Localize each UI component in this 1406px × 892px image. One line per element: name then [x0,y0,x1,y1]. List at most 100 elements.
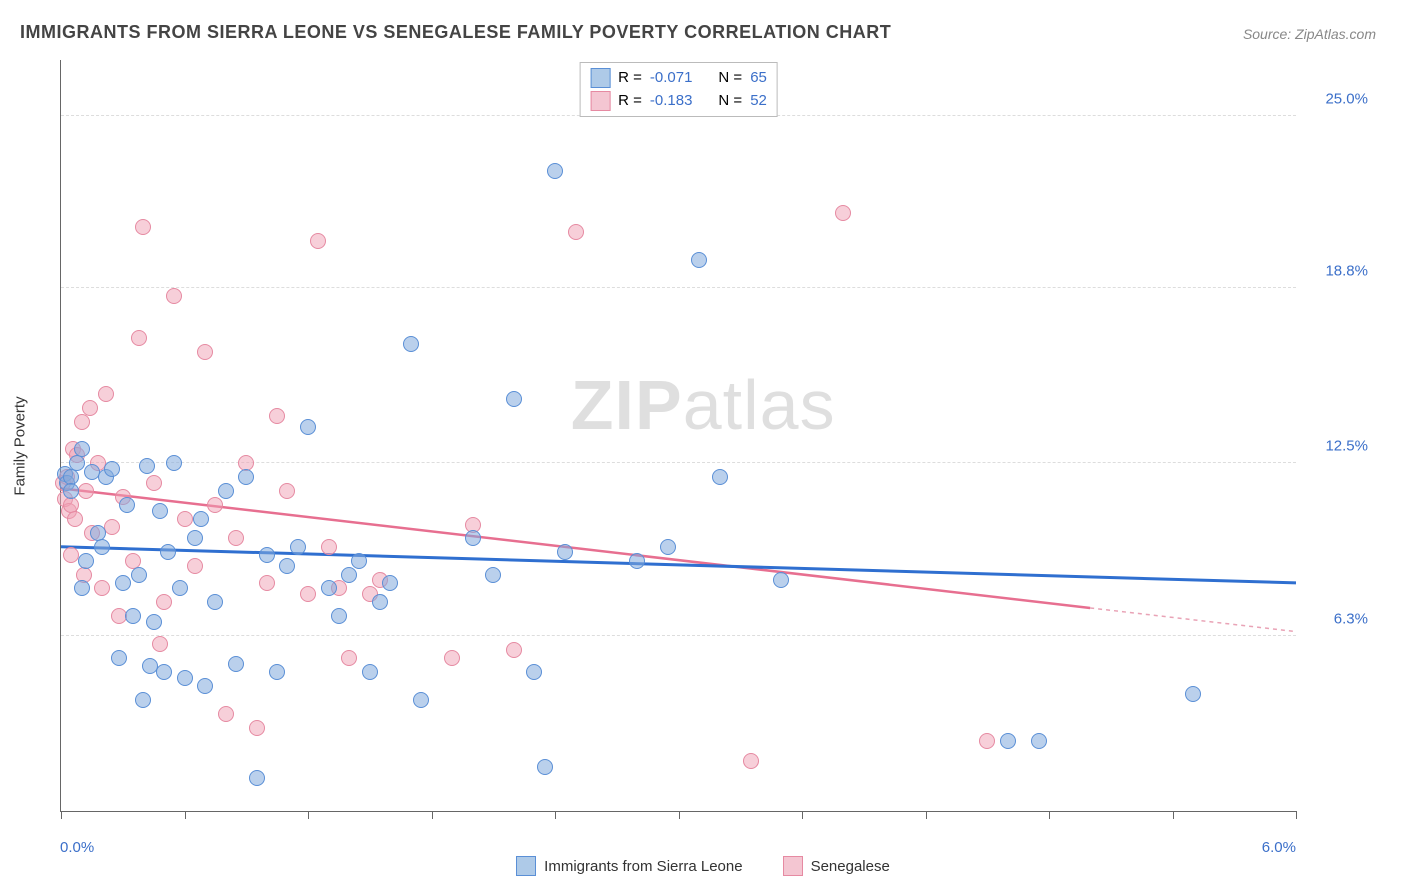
data-point [403,336,419,352]
data-point [98,386,114,402]
data-point [197,344,213,360]
data-point [259,547,275,563]
data-point [259,575,275,591]
x-tick [308,811,309,819]
trend-lines [61,60,1296,811]
r-label: R = [618,90,642,113]
watermark-bold: ZIP [571,366,683,444]
data-point [187,530,203,546]
data-point [321,580,337,596]
chart-container: Family Poverty ZIPatlas R =-0.071N =65R … [50,55,1376,837]
data-point [156,664,172,680]
x-tick [679,811,680,819]
data-point [629,553,645,569]
data-point [152,636,168,652]
data-point [78,553,94,569]
data-point [82,400,98,416]
x-tick [432,811,433,819]
data-point [139,458,155,474]
data-point [269,664,285,680]
data-point [104,519,120,535]
correlation-stats-box: R = -0.071 N = 65 R = -0.183 N = 52 [579,62,778,117]
data-point [537,759,553,775]
data-point [269,408,285,424]
legend-swatch [783,856,803,876]
data-point [279,483,295,499]
data-point [104,461,120,477]
r-label: R = [618,67,642,90]
data-point [187,558,203,574]
data-point [119,497,135,513]
stats-swatch [590,91,610,111]
plot-area: ZIPatlas R =-0.071N =65R =-0.183N =52 25… [60,60,1296,812]
x-tick [1173,811,1174,819]
data-point [362,664,378,680]
data-point [979,733,995,749]
n-value: 65 [750,67,767,90]
data-point [125,608,141,624]
gridline [61,635,1296,636]
stats-row: R = -0.183 N = 52 [590,90,767,113]
data-point [413,692,429,708]
x-tick [802,811,803,819]
data-point [321,539,337,555]
data-point [691,252,707,268]
x-tick [185,811,186,819]
data-point [166,288,182,304]
data-point [131,567,147,583]
data-point [67,511,83,527]
y-tick-label: 6.3% [1308,610,1368,627]
y-axis-label: Family Poverty [12,396,29,495]
data-point [290,539,306,555]
chart-title: IMMIGRANTS FROM SIERRA LEONE VS SENEGALE… [20,22,891,43]
data-point [146,614,162,630]
data-point [74,580,90,596]
data-point [172,580,188,596]
r-value: -0.071 [650,67,693,90]
data-point [485,567,501,583]
data-point [94,580,110,596]
data-point [300,586,316,602]
data-point [341,567,357,583]
data-point [351,553,367,569]
data-point [341,650,357,666]
data-point [228,656,244,672]
data-point [218,483,234,499]
n-label: N = [718,90,742,113]
data-point [166,455,182,471]
data-point [115,575,131,591]
data-point [228,530,244,546]
legend-label: Immigrants from Sierra Leone [544,858,742,875]
data-point [249,720,265,736]
data-point [177,511,193,527]
data-point [156,594,172,610]
data-point [557,544,573,560]
n-label: N = [718,67,742,90]
gridline [61,287,1296,288]
source-prefix: Source: [1243,26,1295,42]
watermark: ZIPatlas [571,365,836,445]
x-tick [1296,811,1297,819]
data-point [547,163,563,179]
n-value: 52 [750,90,767,113]
data-point [193,511,209,527]
data-point [135,692,151,708]
data-point [218,706,234,722]
data-point [69,455,85,471]
data-point [111,650,127,666]
data-point [160,544,176,560]
data-point [300,419,316,435]
data-point [279,558,295,574]
x-tick [1049,811,1050,819]
data-point [131,330,147,346]
x-tick [61,811,62,819]
data-point [1000,733,1016,749]
data-point [331,608,347,624]
source-name: ZipAtlas.com [1295,26,1376,42]
data-point [152,503,168,519]
r-value: -0.183 [650,90,693,113]
legend-label: Senegalese [811,858,890,875]
data-point [310,233,326,249]
y-tick-label: 12.5% [1308,438,1368,455]
x-max-label: 6.0% [1262,839,1296,856]
